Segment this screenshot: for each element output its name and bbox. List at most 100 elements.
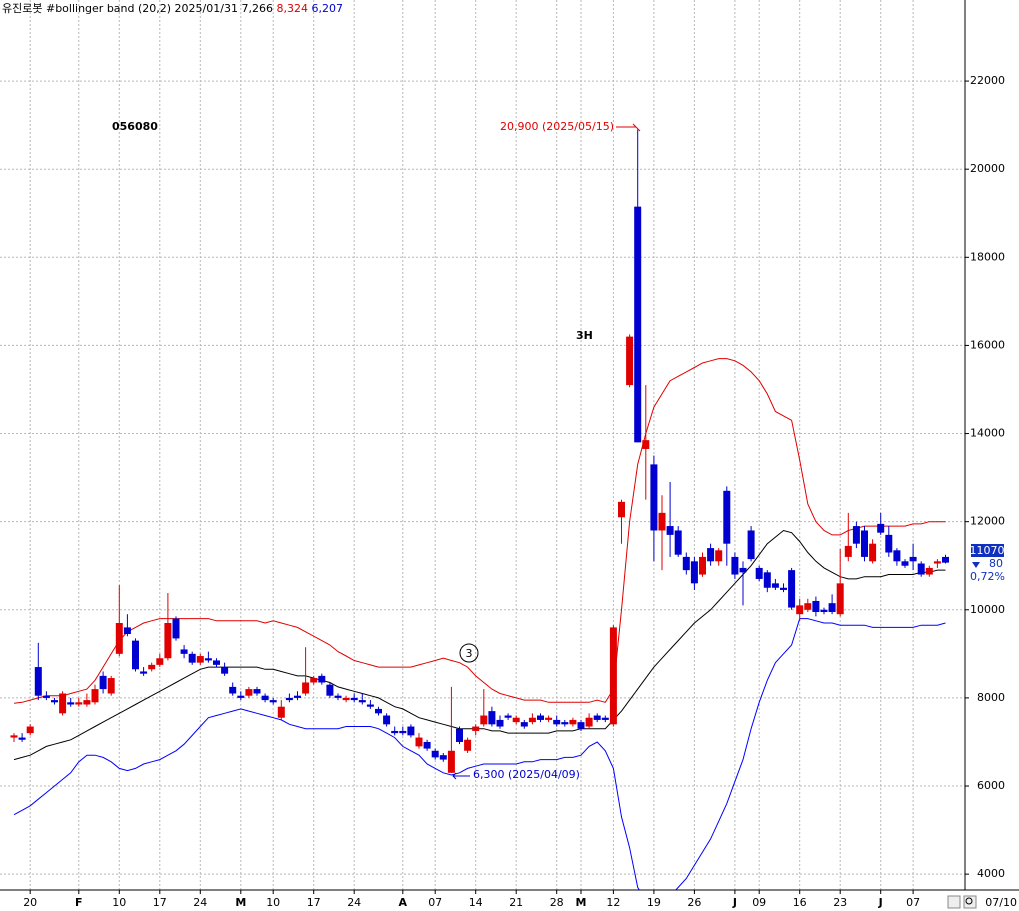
last-price: 11070 — [970, 544, 1005, 557]
marker-label: 3H — [576, 329, 593, 342]
candle-body — [788, 570, 796, 608]
x-tick-label: 24 — [347, 896, 361, 909]
x-tick-label: M — [235, 896, 246, 909]
low-annotation: 6,300 (2025/04/09) — [473, 768, 580, 781]
candle-body — [51, 700, 58, 703]
candle-body — [261, 695, 269, 701]
header-lower: 6,207 — [311, 2, 343, 15]
candle-body — [731, 556, 739, 575]
candle-body — [812, 600, 820, 612]
x-tick-label: 17 — [307, 896, 321, 909]
candle-body — [253, 689, 261, 694]
candle-body — [780, 587, 787, 590]
candle-body — [472, 726, 480, 731]
candle-body — [188, 653, 196, 663]
candle-body — [771, 583, 779, 588]
candle-body — [690, 561, 698, 584]
candle-body — [755, 567, 763, 579]
candle-body — [869, 543, 877, 562]
candle-body — [342, 697, 350, 701]
y-tick-label: 20000 — [970, 162, 1005, 175]
x-tick-label: A — [399, 896, 408, 909]
x-tick-label: 16 — [793, 896, 807, 909]
candle-body — [237, 695, 245, 698]
candle-body — [488, 711, 496, 725]
candle-body — [67, 702, 75, 705]
edit-icon[interactable] — [947, 895, 961, 909]
candle-body — [196, 656, 204, 663]
candle-body — [804, 603, 812, 610]
candle-body — [909, 556, 917, 562]
candle-body — [318, 675, 326, 683]
candle-body — [99, 675, 107, 690]
candle-body — [221, 667, 229, 674]
x-tick-label: 28 — [550, 896, 564, 909]
candle-body — [59, 693, 67, 714]
down-icon — [972, 562, 980, 568]
candle-body — [861, 530, 868, 557]
candle-body — [852, 526, 860, 544]
candle-body — [107, 678, 115, 694]
candle-body — [391, 730, 399, 734]
y-tick-label: 18000 — [970, 250, 1005, 263]
x-tick-label: 14 — [469, 896, 483, 909]
y-tick-label: 8000 — [977, 691, 1005, 704]
candle-body — [148, 664, 156, 670]
candle-body — [585, 717, 593, 727]
candle-body — [925, 567, 933, 575]
grid — [0, 0, 965, 890]
candle-body — [350, 697, 358, 701]
candle-body — [456, 728, 463, 742]
candle-body — [763, 572, 771, 588]
x-tick-label: 20 — [23, 896, 37, 909]
candle-body — [836, 583, 844, 615]
candle-body — [601, 717, 609, 720]
x-tick-label: 26 — [687, 896, 701, 909]
last-price-box — [971, 544, 1004, 557]
candle-body — [561, 722, 569, 725]
x-tick-label: 09 — [752, 896, 766, 909]
x-tick-label: 17 — [153, 896, 167, 909]
x-tick-label: 10 — [112, 896, 126, 909]
candle-body — [504, 715, 512, 718]
x-tick-label: M — [576, 896, 587, 909]
candle-body — [739, 567, 747, 573]
candle-body — [172, 618, 180, 639]
low-arrow — [452, 772, 470, 780]
candle-body — [83, 700, 91, 705]
candle-body — [375, 708, 382, 714]
circle-mark — [459, 643, 479, 663]
candle-body — [423, 741, 431, 749]
candles — [10, 129, 949, 773]
candle-body — [796, 605, 804, 615]
candle-body — [674, 530, 682, 555]
high-arrow — [616, 123, 641, 132]
y-tick-label: 6000 — [977, 779, 1005, 792]
date-label: 07/10 — [985, 896, 1017, 909]
header: 유진로봇 #bollinger band (20,2) 2025/01/31 7… — [2, 2, 343, 15]
candle-body — [269, 700, 277, 703]
candle-body — [366, 704, 374, 707]
candle-body — [699, 556, 706, 575]
candle-body — [285, 697, 293, 701]
candle-body — [10, 735, 18, 738]
candle-body — [294, 695, 301, 698]
candle-body — [577, 722, 585, 729]
candle-body — [464, 739, 472, 751]
candle-body — [277, 706, 285, 718]
band-line — [13, 618, 946, 890]
high-annotation: 20,900 (2025/05/15) — [500, 120, 614, 133]
candle-body — [407, 726, 415, 736]
candle-body — [723, 490, 731, 544]
candle-body — [123, 627, 131, 635]
x-tick-label: 19 — [647, 896, 661, 909]
candle-body — [496, 719, 504, 727]
candle-body — [415, 737, 423, 747]
candle-body — [399, 730, 407, 734]
candle-body — [609, 627, 617, 725]
header-label: 유진로봇 #bollinger band (20,2) 2025/01/31 — [2, 2, 238, 15]
candle-body — [528, 717, 536, 723]
candle-body — [747, 530, 755, 560]
candle-body — [91, 689, 99, 703]
